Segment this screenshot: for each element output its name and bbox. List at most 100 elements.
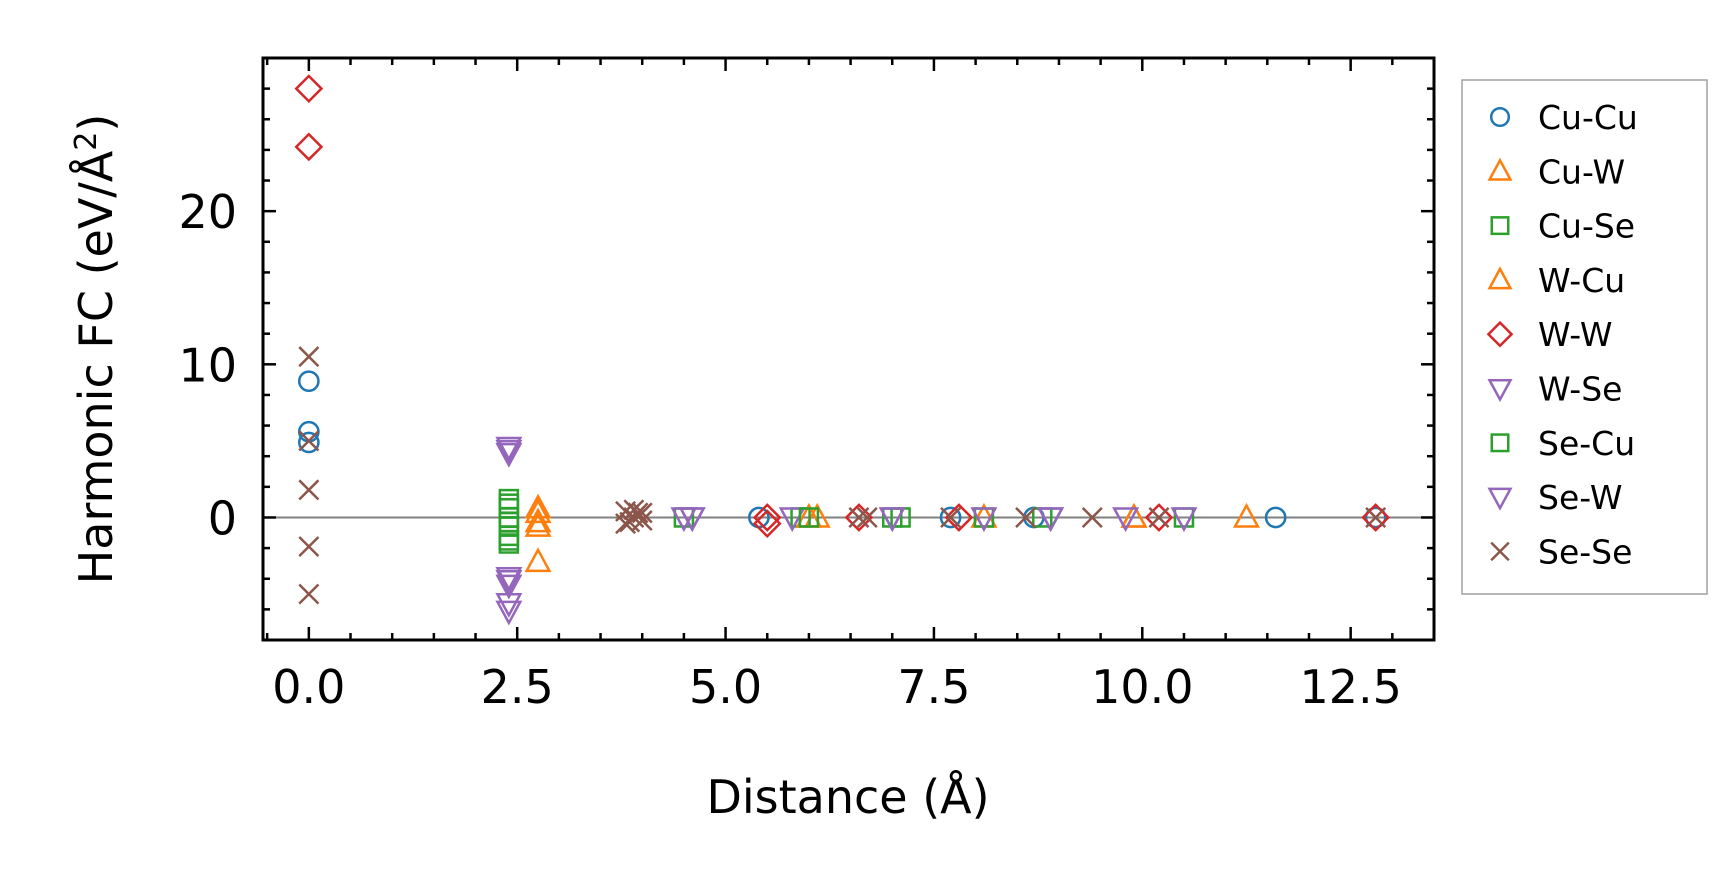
data-point [631, 502, 653, 524]
x-tick-label: 12.5 [1299, 660, 1401, 714]
data-point [678, 507, 706, 533]
y-axis-label: Harmonic FC (eV/Å2) [69, 114, 123, 585]
data-point [498, 530, 520, 551]
data-point-stroke-b [856, 506, 878, 528]
data-point [294, 132, 324, 162]
data-point [848, 506, 870, 528]
legend-marker [1487, 266, 1513, 290]
x-tick-label: 0.0 [272, 660, 345, 714]
y-axis-label-suffix: ) [69, 114, 123, 132]
x-axis-label: Distance (Å) [706, 770, 989, 824]
data-point [1264, 506, 1287, 529]
legend: Cu-Cu Cu-W Cu-Se W-Cu W-W W-Se Se-Cu Se-W Se-Se [1461, 79, 1708, 595]
data-point [1232, 502, 1260, 528]
data-point [752, 509, 782, 538]
tick-labels-layer: 0.0 2.5 5.0 7.5 10.0 12.5 0 10 20 [178, 185, 1401, 714]
data-point-stroke-b [615, 513, 637, 535]
data-point [1170, 507, 1198, 533]
data-point [1112, 507, 1140, 533]
legend-item: W-W [1486, 315, 1613, 354]
data-point-stroke-b [848, 506, 870, 528]
data-point [940, 506, 962, 528]
data-point [297, 370, 320, 393]
data-point [495, 574, 523, 600]
data-point-stroke-b [298, 583, 320, 605]
legend-marker [1487, 487, 1513, 511]
data-point [944, 503, 974, 532]
data-point [294, 74, 324, 103]
data-point [495, 436, 523, 462]
data-point [798, 507, 820, 528]
data-point [844, 503, 874, 532]
y-axis-label-main: Harmonic FC (eV/Å [69, 150, 123, 584]
data-point [615, 513, 637, 535]
series-w-w [294, 74, 1391, 538]
data-point [1015, 506, 1037, 528]
legend-marker [1486, 320, 1514, 348]
data-point-stroke-b [940, 506, 962, 528]
data-point [298, 583, 320, 605]
data-point [1037, 507, 1065, 533]
data-point-stroke-b [298, 479, 320, 501]
data-point [298, 479, 320, 501]
legend-label: Cu-Cu [1538, 98, 1638, 137]
data-point [495, 570, 523, 595]
data-point [298, 430, 320, 452]
legend-label: Se-Cu [1538, 424, 1635, 463]
legend-label: W-Se [1538, 370, 1622, 409]
data-point [495, 566, 523, 592]
legend-item: Cu-W [1487, 152, 1625, 191]
legend-item: W-Cu [1487, 261, 1625, 300]
data-point [970, 507, 998, 533]
series-se-cu [498, 493, 911, 551]
data-point [495, 442, 523, 468]
x-tick-label: 10.0 [1091, 660, 1193, 714]
legend-label: W-Cu [1538, 261, 1625, 300]
data-point-stroke-b [1015, 506, 1037, 528]
data-point [524, 512, 552, 537]
x-tick-label: 5.0 [689, 660, 762, 714]
data-point [495, 600, 523, 626]
legend-item: Cu-Cu [1489, 98, 1638, 137]
x-tick-label: 7.5 [897, 660, 970, 714]
data-point [1365, 506, 1387, 528]
plot-frame [261, 56, 1436, 642]
data-point [524, 507, 552, 533]
data-point [778, 507, 806, 533]
data-point [856, 506, 878, 528]
legend-item: Se-Se [1490, 532, 1632, 571]
data-point [1081, 506, 1103, 528]
legend-item: W-Se [1487, 370, 1622, 409]
y-tick-label: 10 [178, 338, 237, 392]
legend-label: Cu-Se [1538, 207, 1635, 246]
data-point [524, 547, 552, 573]
legend-marker [1490, 433, 1510, 453]
data-point [298, 536, 320, 558]
data-point [1120, 502, 1148, 528]
series-se-w [495, 439, 1065, 595]
legend-item: Cu-Se [1490, 207, 1635, 246]
points-layer [294, 74, 1391, 626]
legend-item: Se-W [1487, 478, 1622, 517]
legend-label: Se-Se [1538, 532, 1632, 571]
data-point [297, 431, 320, 454]
data-point-stroke-b [298, 346, 320, 368]
data-point-stroke-b [623, 499, 645, 521]
legend-marker [1487, 157, 1513, 181]
data-point [1144, 503, 1174, 532]
data-point [524, 493, 552, 519]
data-point-stroke-b [631, 510, 653, 532]
data-point [1361, 503, 1391, 532]
data-point-stroke-b [1365, 506, 1387, 528]
data-point-stroke-b [631, 502, 653, 524]
legend-marker [1487, 379, 1513, 403]
x-tick-label: 2.5 [481, 660, 554, 714]
data-point-stroke-b [1148, 506, 1170, 528]
legend-label: W-W [1538, 315, 1613, 354]
data-point [939, 506, 962, 529]
y-axis-label-superscript: 2 [69, 132, 104, 151]
series-cu-cu [297, 370, 1387, 529]
data-point [752, 503, 782, 532]
y-tick-label: 20 [178, 185, 237, 239]
